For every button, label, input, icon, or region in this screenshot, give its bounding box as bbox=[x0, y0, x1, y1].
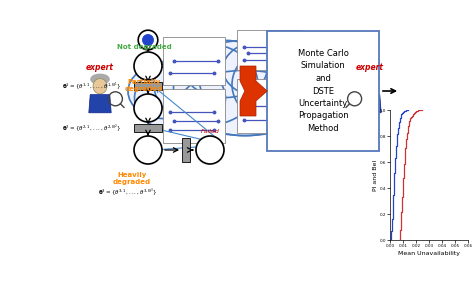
Bar bbox=[237, 30, 299, 70]
Text: expert: expert bbox=[86, 63, 114, 72]
Ellipse shape bbox=[184, 41, 267, 97]
Bar bbox=[182, 138, 190, 162]
Ellipse shape bbox=[93, 78, 107, 94]
Polygon shape bbox=[240, 66, 267, 116]
Bar bbox=[134, 124, 162, 132]
Circle shape bbox=[142, 34, 154, 46]
Ellipse shape bbox=[361, 74, 379, 84]
Ellipse shape bbox=[363, 78, 377, 94]
Polygon shape bbox=[359, 94, 381, 113]
Ellipse shape bbox=[180, 70, 310, 136]
Text: $\mathbf{\theta}^2=\{\theta^{2,1},...,\theta^{2,N^2}\}$: $\mathbf{\theta}^2=\{\theta^{2,1},...,\t… bbox=[62, 122, 122, 134]
Text: Monte Carlo
Simulation
and
DSTE
Uncertainty
Propagation
Method: Monte Carlo Simulation and DSTE Uncertai… bbox=[298, 49, 348, 133]
Text: Heavily
degraded: Heavily degraded bbox=[113, 172, 151, 185]
Ellipse shape bbox=[135, 64, 226, 132]
Text: $\mathbf{\theta}^3=\{\theta^{3,1},...,\theta^{3,N^3}\}$: $\mathbf{\theta}^3=\{\theta^{3,1},...,\t… bbox=[98, 186, 158, 198]
Circle shape bbox=[134, 136, 162, 164]
Polygon shape bbox=[89, 94, 111, 113]
Circle shape bbox=[134, 94, 162, 122]
Text: Partially
degraded: Partially degraded bbox=[125, 79, 163, 92]
Ellipse shape bbox=[173, 41, 317, 136]
Text: Not degraded: Not degraded bbox=[117, 44, 172, 50]
Y-axis label: Pl and Bel: Pl and Bel bbox=[373, 159, 378, 190]
Ellipse shape bbox=[223, 41, 306, 97]
Bar bbox=[163, 89, 225, 143]
Circle shape bbox=[138, 30, 158, 50]
Ellipse shape bbox=[128, 64, 201, 119]
Circle shape bbox=[134, 52, 162, 80]
Circle shape bbox=[196, 136, 224, 164]
Text: expert: expert bbox=[356, 63, 384, 72]
FancyBboxPatch shape bbox=[267, 31, 379, 151]
X-axis label: Mean Unavailability: Mean Unavailability bbox=[398, 251, 460, 256]
Bar bbox=[237, 79, 299, 133]
Ellipse shape bbox=[264, 64, 356, 132]
Ellipse shape bbox=[154, 44, 258, 125]
Ellipse shape bbox=[289, 64, 362, 119]
Bar bbox=[163, 37, 225, 85]
Ellipse shape bbox=[91, 74, 109, 84]
Ellipse shape bbox=[232, 44, 336, 125]
Text: Failed: Failed bbox=[201, 129, 219, 134]
Text: $\mathbf{\theta}^1=\{\theta^{1,1},...,\theta^{1,N^1}\}$: $\mathbf{\theta}^1=\{\theta^{1,1},...,\t… bbox=[62, 80, 122, 92]
Bar bbox=[134, 82, 162, 90]
